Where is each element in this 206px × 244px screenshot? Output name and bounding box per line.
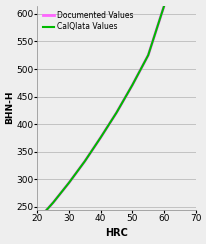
Documented Values [146,54,149,57]
Documented Values [36,219,38,222]
Documented Values [162,5,164,8]
CalQlata Values [67,181,70,184]
Documented Values [99,136,101,139]
Documented Values [67,181,70,184]
Legend: Documented Values, CalQlata Values: Documented Values, CalQlata Values [41,9,135,33]
CalQlata Values [52,201,54,204]
Y-axis label: BHN-H: BHN-H [6,91,14,124]
CalQlata Values [115,111,117,114]
X-axis label: HRC: HRC [105,228,127,238]
CalQlata Values [146,54,149,57]
Line: CalQlata Values: CalQlata Values [37,6,163,220]
CalQlata Values [162,5,164,8]
CalQlata Values [99,136,101,139]
Documented Values [130,83,133,86]
Documented Values [52,201,54,204]
CalQlata Values [36,219,38,222]
CalQlata Values [130,83,133,86]
Line: Documented Values: Documented Values [37,6,163,220]
Documented Values [115,111,117,114]
CalQlata Values [83,160,86,163]
Documented Values [83,160,86,163]
